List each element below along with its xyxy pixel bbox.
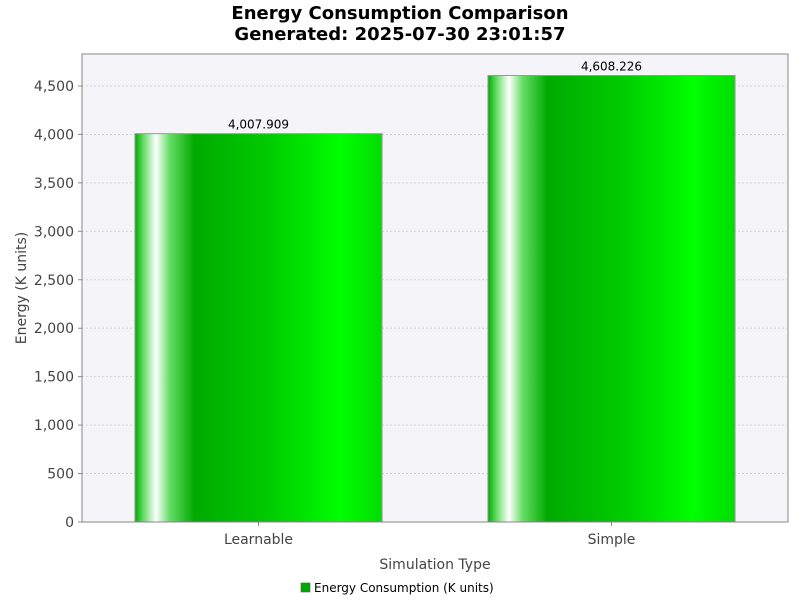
y-tick-label: 0	[65, 515, 74, 531]
y-tick-label: 4,500	[34, 79, 74, 95]
legend-label: Energy Consumption (K units)	[314, 581, 494, 595]
chart-subtitle: Generated: 2025-07-30 23:01:57	[234, 24, 565, 45]
y-tick-label: 4,000	[34, 127, 74, 143]
chart-title: Energy Consumption Comparison	[231, 3, 568, 24]
x-tick-label-learnable: Learnable	[224, 532, 293, 548]
legend: Energy Consumption (K units)	[300, 581, 494, 595]
value-label-learnable: 4,007.909	[228, 118, 289, 132]
y-axis-label: Energy (K units)	[14, 232, 30, 344]
y-tick-label: 3,000	[34, 224, 74, 240]
y-tick-label: 2,000	[34, 321, 74, 337]
value-label-simple: 4,608.226	[581, 59, 642, 73]
x-axis-label: Simulation Type	[379, 557, 490, 573]
value-labels: 4,007.909 4,608.226	[228, 59, 642, 131]
bars	[134, 74, 736, 523]
y-tick-label: 3,500	[34, 176, 74, 192]
x-tick-label-simple: Simple	[588, 532, 636, 548]
y-tick-label: 1,500	[34, 370, 74, 386]
y-tick-label: 500	[47, 467, 74, 483]
bar-simple	[487, 74, 736, 523]
bar-learnable	[134, 133, 383, 523]
x-axis-ticks: Learnable Simple	[224, 522, 635, 548]
y-axis-ticks: 0 500 1,000 1,500 2,000 2,500 3,000 3,500 4,000 4…	[34, 79, 82, 531]
legend-swatch	[300, 582, 311, 593]
y-tick-label: 2,500	[34, 273, 74, 289]
y-tick-label: 1,000	[34, 418, 74, 434]
